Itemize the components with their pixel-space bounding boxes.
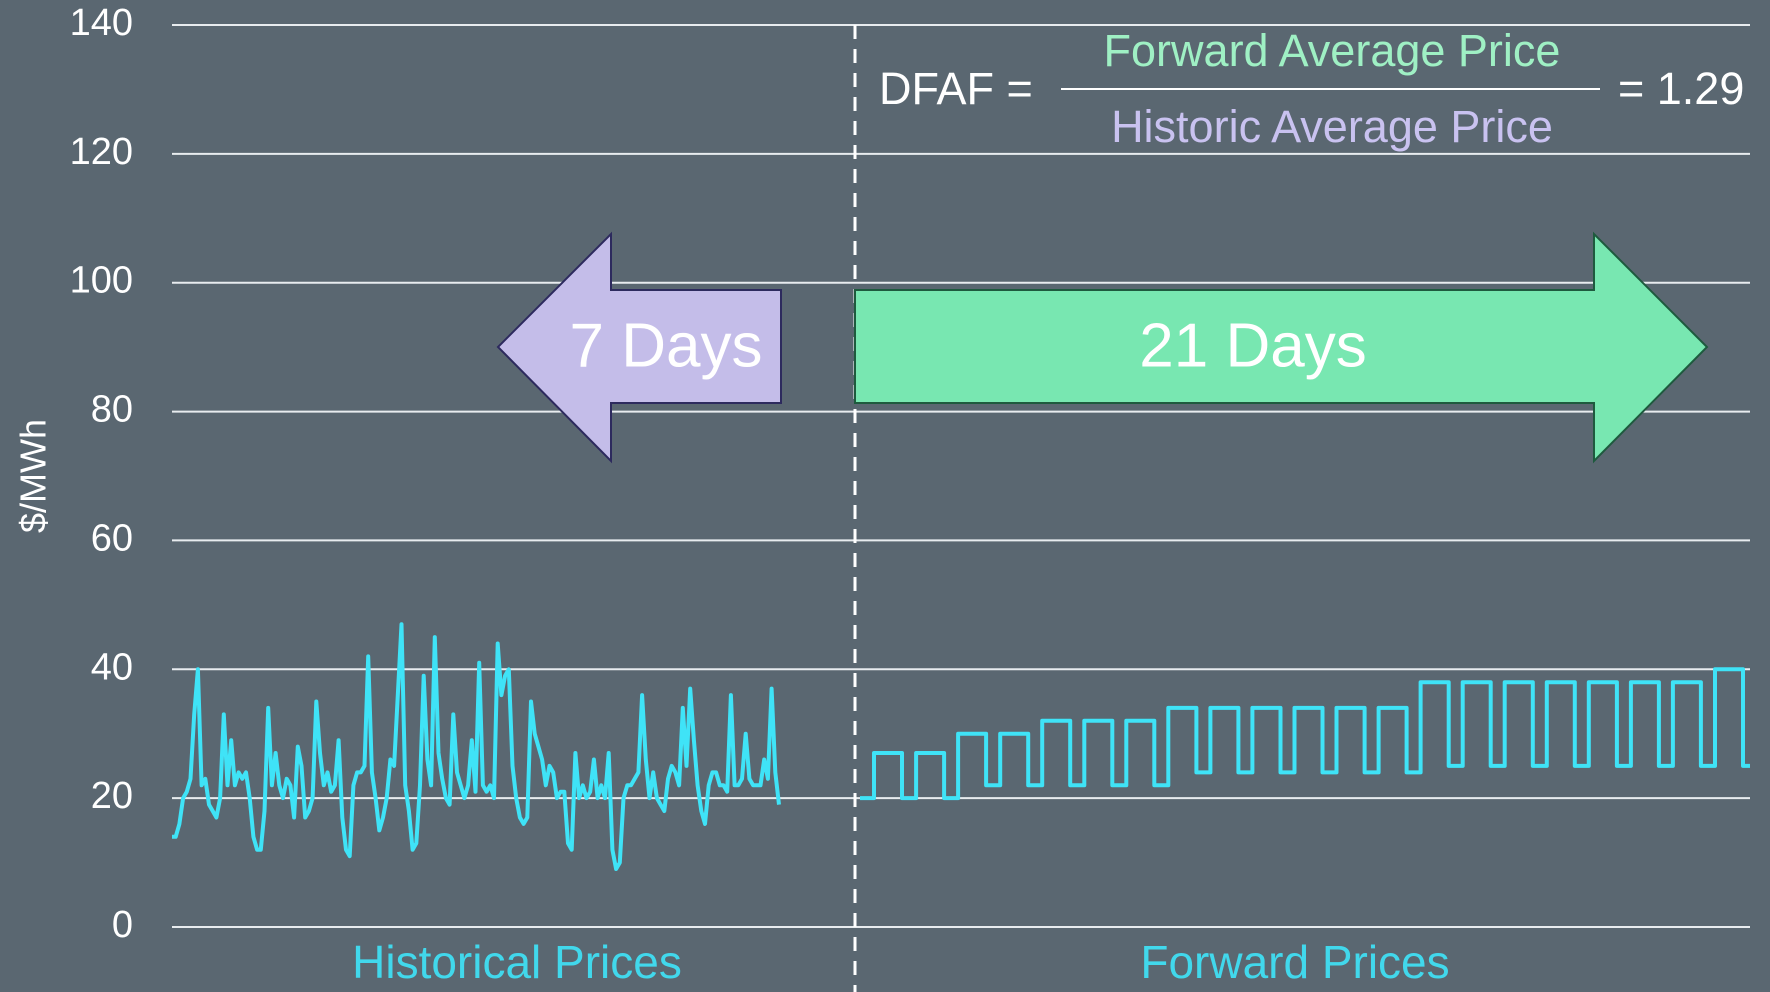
formula-numerator: Forward Average Price	[1104, 25, 1561, 76]
y-tick-label: 40	[91, 646, 133, 688]
series-label: Forward Prices	[1140, 936, 1449, 988]
left-arrow-label: 7 Days	[570, 311, 763, 380]
y-tick-label: 140	[70, 2, 133, 44]
historical-line	[172, 622, 781, 871]
series-label: Historical Prices	[352, 936, 682, 988]
y-tick-label: 60	[91, 517, 133, 559]
y-tick-label: 80	[91, 389, 133, 431]
y-tick-label: 20	[91, 775, 133, 817]
y-axis-label: $/MWh	[13, 419, 54, 533]
y-tick-label: 100	[70, 260, 133, 302]
y-tick-label: 0	[112, 904, 133, 946]
left-arrow	[496, 231, 782, 464]
y-tick-label: 120	[70, 131, 133, 173]
formula-denominator: Historic Average Price	[1111, 101, 1553, 152]
formula-result: = 1.29	[1618, 63, 1744, 114]
right-arrow-label: 21 Days	[1139, 311, 1366, 380]
right-arrow	[854, 231, 1709, 464]
forward-line	[860, 667, 1750, 801]
formula-lhs: DFAF =	[879, 63, 1033, 114]
